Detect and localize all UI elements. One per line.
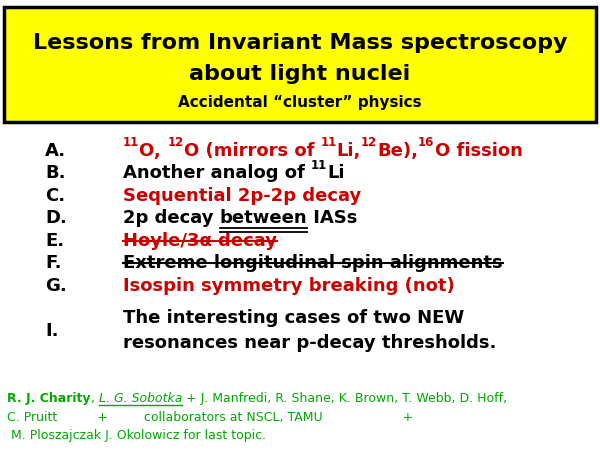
Text: IASs: IASs bbox=[307, 209, 358, 227]
Text: Another analog of: Another analog of bbox=[123, 164, 311, 182]
Text: C. Pruitt          +         collaborators at NSCL, TAMU                    +: C. Pruitt + collaborators at NSCL, TAMU … bbox=[7, 411, 413, 424]
Text: about light nuclei: about light nuclei bbox=[190, 64, 410, 84]
Text: F.: F. bbox=[45, 254, 62, 272]
Text: Li: Li bbox=[328, 164, 345, 182]
Text: 2p decay: 2p decay bbox=[123, 209, 220, 227]
Text: L. G. Sobotka: L. G. Sobotka bbox=[98, 392, 182, 405]
Text: 16: 16 bbox=[418, 136, 434, 149]
Text: The interesting cases of two NEW: The interesting cases of two NEW bbox=[123, 309, 464, 327]
Text: 12: 12 bbox=[361, 136, 377, 149]
Text: I.: I. bbox=[45, 322, 59, 340]
Text: Extreme longitudinal spin alignments: Extreme longitudinal spin alignments bbox=[123, 254, 503, 272]
Text: 11: 11 bbox=[320, 136, 337, 149]
Text: Lessons from Invariant Mass spectroscopy: Lessons from Invariant Mass spectroscopy bbox=[33, 33, 567, 53]
Text: Li,: Li, bbox=[337, 142, 361, 160]
Text: O fission: O fission bbox=[434, 142, 523, 160]
Text: + J. Manfredi, R. Shane, K. Brown, T. Webb, D. Hoff,: + J. Manfredi, R. Shane, K. Brown, T. We… bbox=[182, 392, 507, 405]
Text: C.: C. bbox=[45, 187, 65, 205]
Text: Isospin symmetry breaking (not): Isospin symmetry breaking (not) bbox=[123, 277, 455, 295]
Text: E.: E. bbox=[45, 232, 64, 250]
FancyBboxPatch shape bbox=[4, 7, 596, 122]
Text: Be),: Be), bbox=[377, 142, 418, 160]
Text: 11: 11 bbox=[311, 159, 328, 171]
Text: A.: A. bbox=[45, 142, 66, 160]
Text: between: between bbox=[220, 209, 307, 227]
Text: G.: G. bbox=[45, 277, 67, 295]
Text: O (mirrors of: O (mirrors of bbox=[184, 142, 320, 160]
Text: B.: B. bbox=[45, 164, 65, 182]
Text: 12: 12 bbox=[167, 136, 184, 149]
Text: O,: O, bbox=[139, 142, 167, 160]
Text: ,: , bbox=[91, 392, 98, 405]
Text: Hoyle/3α decay: Hoyle/3α decay bbox=[123, 232, 277, 250]
Text: Sequential 2p-2p decay: Sequential 2p-2p decay bbox=[123, 187, 361, 205]
Text: Accidental “cluster” physics: Accidental “cluster” physics bbox=[178, 95, 422, 110]
Text: D.: D. bbox=[45, 209, 67, 227]
Text: M. Ploszajczak J. Okolowicz for last topic.: M. Ploszajczak J. Okolowicz for last top… bbox=[7, 429, 266, 442]
Text: 11: 11 bbox=[123, 136, 139, 149]
Text: resonances near p-decay thresholds.: resonances near p-decay thresholds. bbox=[123, 334, 496, 352]
Text: R. J. Charity: R. J. Charity bbox=[7, 392, 91, 405]
